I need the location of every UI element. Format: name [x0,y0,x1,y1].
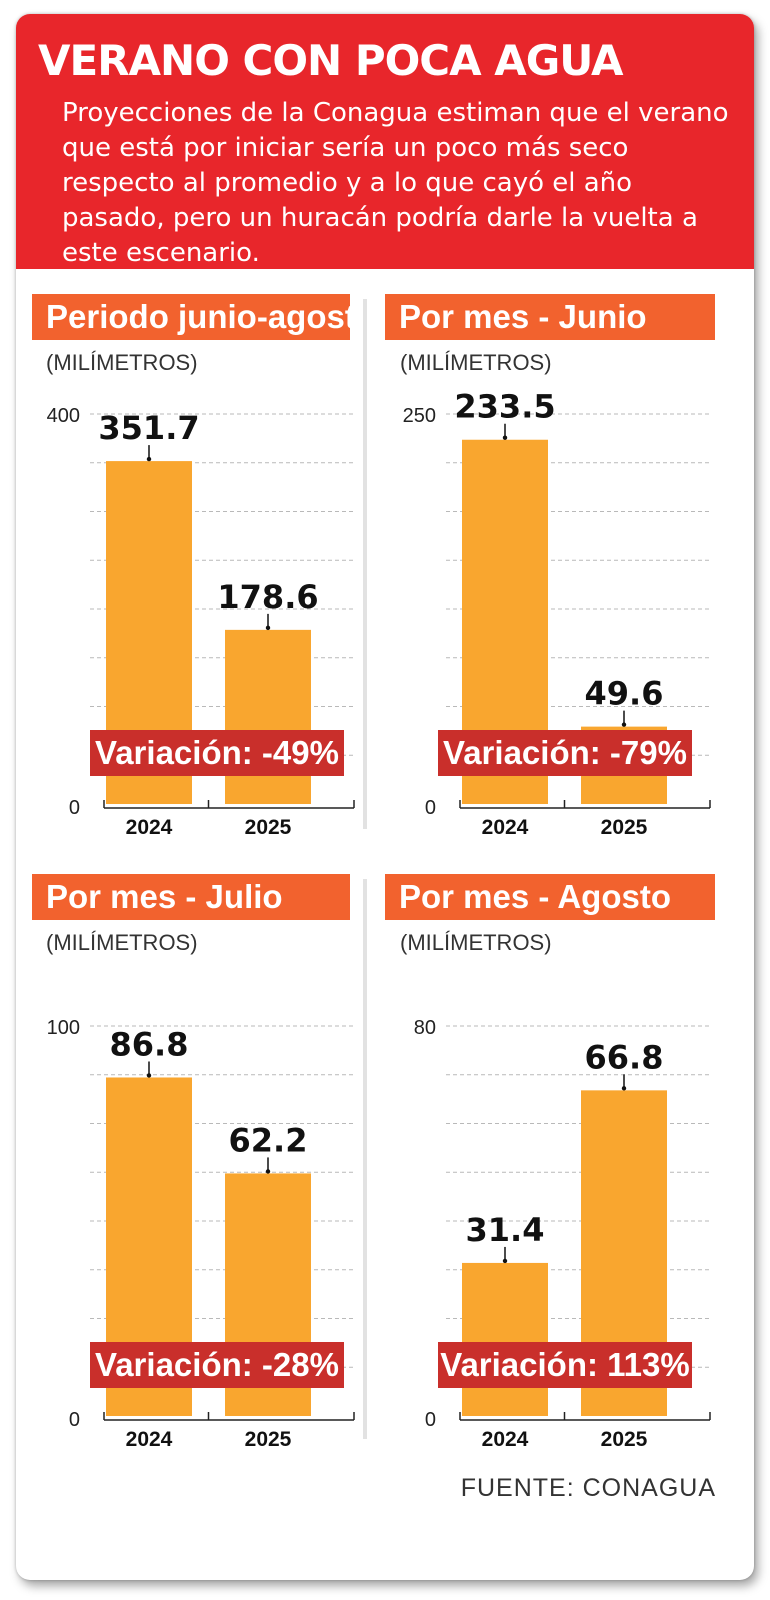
bar-2025 [225,629,311,804]
panel-divider-bottom [363,879,367,1439]
value-leader-dot [146,456,152,462]
header-banner: VERANO CON POCA AGUA Proyecciones de la … [16,14,754,269]
panel-unit-periodo: (MILÍMETROS) [46,350,198,375]
value-leader-dot [621,722,627,727]
panel-unit-julio: (MILÍMETROS) [46,930,198,955]
value-label: 86.8 [110,1025,189,1063]
source-note: FUENTE: CONAGUA [460,1474,716,1502]
y-tick-label: 0 [425,797,436,819]
y-tick-label: 80 [414,1017,436,1039]
value-leader-dot [502,435,508,440]
value-label: 351.7 [98,409,199,447]
value-label: 49.6 [585,675,664,713]
value-label: 31.4 [466,1211,545,1249]
panel-title-periodo: Periodo junio-agosto [32,294,376,340]
page-title: VERANO CON POCA AGUA [38,36,624,85]
y-tick-label: 250 [403,405,436,427]
panel-title-agosto: Por mes - Agosto [385,874,715,920]
value-label: 178.6 [217,578,318,616]
variation-badge-julio: Variación: -28% [90,1342,344,1388]
y-tick-label: 0 [425,1409,436,1431]
y-tick-label: 100 [47,1017,80,1039]
value-leader-dot [621,1086,627,1091]
infographic-card: VERANO CON POCA AGUA Proyecciones de la … [16,14,754,1580]
value-label: 233.5 [454,388,555,426]
y-tick-label: 0 [69,1409,80,1431]
x-tick-label: 2024 [482,816,529,839]
value-leader-dot [146,1073,152,1078]
panel-unit-agosto: (MILÍMETROS) [400,930,552,955]
x-tick-label: 2025 [601,816,648,839]
x-tick-label: 2024 [482,1428,529,1451]
value-leader-dot [265,625,271,631]
value-label: 66.8 [585,1038,664,1076]
x-tick-label: 2024 [126,816,173,839]
variation-badge-junio: Variación: -79% [438,730,692,776]
x-tick-label: 2025 [601,1428,648,1451]
y-tick-label: 0 [69,797,80,819]
bar-2024 [462,1262,548,1416]
page-subtitle: Proyecciones de la Conagua estiman que e… [62,98,729,268]
panel-divider-top [363,299,367,829]
x-tick-label: 2025 [245,1428,292,1451]
panel-title-junio: Por mes - Junio [385,294,715,340]
panel-title-julio: Por mes - Julio [32,874,350,920]
value-leader-dot [502,1258,508,1264]
value-label: 62.2 [229,1121,308,1159]
variation-badge-agosto: Variación: 113% [438,1342,692,1388]
value-leader-dot [265,1169,271,1174]
variation-badge-periodo: Variación: -49% [90,730,344,776]
y-tick-label: 400 [47,405,80,427]
x-tick-label: 2024 [126,1428,173,1451]
panel-unit-junio: (MILÍMETROS) [400,350,552,375]
x-tick-label: 2025 [245,816,292,839]
